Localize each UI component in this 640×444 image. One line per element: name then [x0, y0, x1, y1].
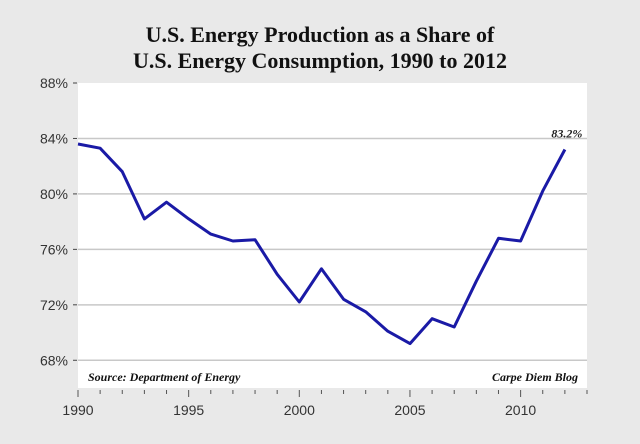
x-tick-label: 2010: [505, 402, 536, 418]
chart-title-line-1: U.S. Energy Production as a Share of: [145, 22, 495, 47]
y-tick-label: 72%: [40, 297, 68, 313]
y-tick-label: 84%: [40, 130, 68, 146]
y-tick-label: 88%: [40, 75, 68, 91]
annotation-last-value: 83.2%: [551, 127, 582, 141]
y-tick-label: 68%: [40, 352, 68, 368]
x-tick-label: 2005: [394, 402, 425, 418]
plot-area: [78, 83, 587, 388]
series-line: [77, 142, 567, 346]
chart-title-line-2: U.S. Energy Consumption, 1990 to 2012: [132, 48, 508, 73]
source-note: Source: Department of Energy: [88, 370, 241, 384]
x-tick-label: 1995: [173, 402, 204, 418]
x-tick-label: 1990: [62, 402, 93, 418]
credit-note: Carpe Diem Blog: [492, 370, 578, 384]
y-tick-label: 80%: [40, 186, 68, 202]
y-tick-label: 76%: [40, 241, 68, 257]
x-tick-label: 2000: [284, 402, 315, 418]
